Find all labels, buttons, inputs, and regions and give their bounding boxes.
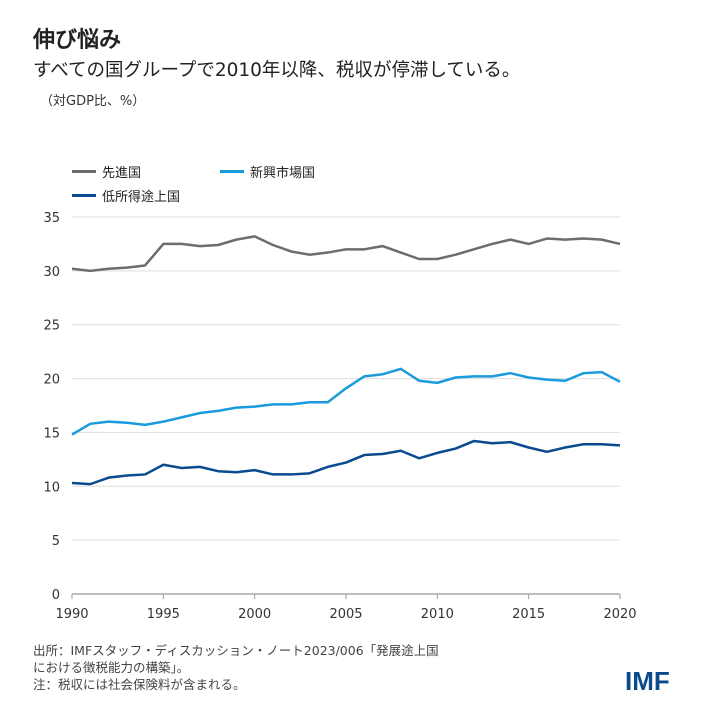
- series-line-0: [71, 235, 621, 273]
- note-line: 出所：IMFスタッフ・ディスカッション・ノート2023/006「発展途上国: [33, 643, 439, 658]
- y-tick-label: 35: [43, 211, 60, 226]
- legend-item-advanced: 先進国: [72, 162, 141, 181]
- note-line: における徴税能力の構築」。: [33, 660, 190, 675]
- unit-label: （対GDP比、%）: [40, 94, 146, 109]
- y-tick-label: 30: [43, 265, 60, 280]
- legend-label: 低所得途上国: [102, 190, 181, 205]
- x-tick-label: 2000: [238, 607, 271, 622]
- x-tick-label: 2005: [329, 607, 362, 622]
- y-tick-label: 20: [43, 373, 60, 388]
- legend-swatch: [220, 170, 244, 173]
- legend-label: 先進国: [102, 166, 142, 181]
- series-line-2: [71, 439, 621, 486]
- legend-label: 新興市場国: [250, 166, 316, 181]
- legend-swatch: [72, 170, 96, 173]
- y-tick-label: 15: [43, 426, 60, 441]
- series-line-1: [71, 367, 621, 436]
- x-tick-label: 2010: [421, 607, 454, 622]
- note-line: 注：税収には社会保険料が含まれる。: [33, 677, 246, 692]
- x-tick-label: 1995: [147, 607, 180, 622]
- source-notes: 出所：IMFスタッフ・ディスカッション・ノート2023/006「発展途上国 にお…: [33, 642, 439, 693]
- x-tick-label: 1990: [55, 607, 88, 622]
- chart-subtitle: すべての国グループで2010年以降、税収が停滞している。: [33, 60, 521, 81]
- legend-swatch: [72, 194, 96, 197]
- x-tick-label: 2015: [512, 607, 545, 622]
- y-tick-label: 25: [43, 319, 60, 334]
- legend-item-emerging: 新興市場国: [220, 162, 315, 181]
- y-tick-label: 10: [43, 480, 60, 495]
- y-tick-label: 5: [52, 534, 60, 549]
- imf-logo: IMF: [625, 666, 670, 696]
- line-chart: 0 5 10 15 20 25 30 35 1990 1995 2000 2005 2010 2015 20…: [43, 211, 636, 622]
- x-tick-label: 2020: [603, 607, 636, 622]
- chart-title: 伸び悩み: [33, 28, 122, 53]
- y-tick-label: 0: [52, 588, 60, 603]
- legend-item-lidc: 低所得途上国: [72, 186, 180, 205]
